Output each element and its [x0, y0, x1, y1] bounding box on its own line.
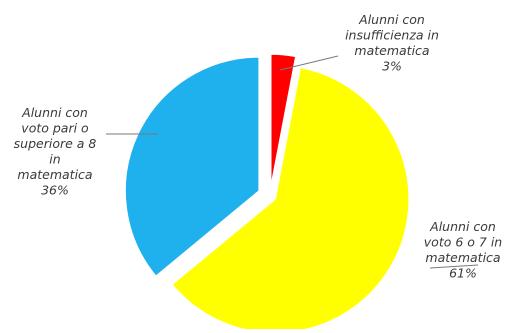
data-label-line: Alunni con [429, 219, 496, 234]
data-label-line: 3% [382, 59, 402, 74]
data-label-voto-8-plus: Alunni con voto pari o superiore a 8 in mate… [14, 105, 97, 198]
data-label-line: voto pari o [21, 121, 89, 136]
data-label-line: Alunni con [21, 105, 88, 120]
leader-line-voto-6-7 [429, 264, 479, 269]
pie-slice-insufficienza [270, 53, 297, 189]
data-label-line: matematica [354, 43, 429, 58]
data-label-line: voto 6 o 7 in [424, 235, 503, 250]
data-label-line: matematica [425, 250, 500, 265]
data-label-voto-6-7: Alunni con voto 6 o 7 in matematica 61% [424, 219, 503, 281]
data-label-insufficienza: Alunni con insufficienza in matematica 3% [345, 12, 439, 74]
pie-slice-voto-6-7 [170, 66, 410, 333]
leader-line-insufficienza [279, 55, 339, 71]
data-label-line: matematica [17, 167, 92, 182]
data-label-line: in [49, 152, 60, 167]
data-label-line: superiore a 8 [14, 136, 97, 151]
data-label-line: 36% [41, 183, 69, 198]
data-label-line: insufficienza in [345, 28, 439, 43]
data-label-line: Alunni con [358, 12, 425, 27]
data-label-line: 61% [449, 266, 477, 281]
